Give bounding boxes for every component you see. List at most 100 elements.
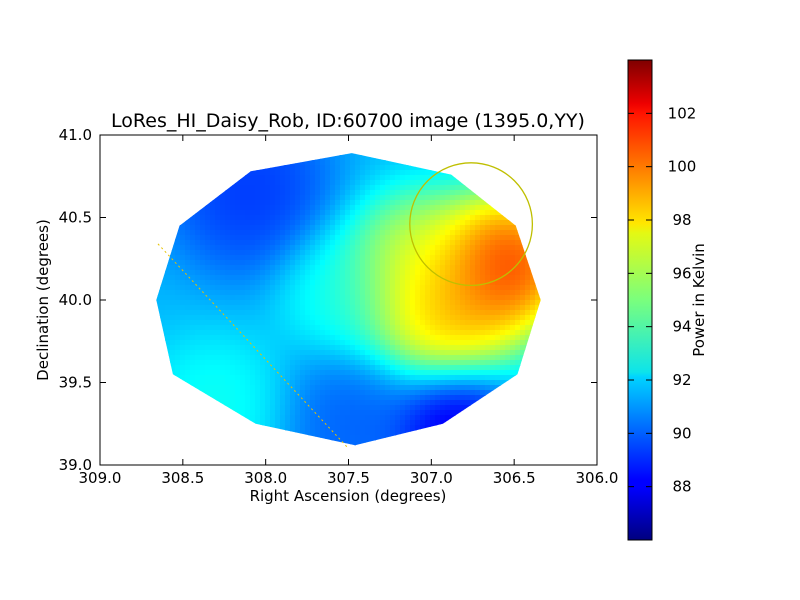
heatmap-cell [170, 200, 176, 206]
heatmap-cell [405, 280, 411, 286]
heatmap-cell [210, 160, 216, 166]
heatmap-cell [400, 340, 406, 346]
heatmap-cell [120, 315, 126, 321]
heatmap-cell [460, 380, 466, 386]
heatmap-cell [290, 305, 296, 311]
heatmap-cell [175, 200, 181, 206]
heatmap-cell [420, 365, 426, 371]
heatmap-cell [445, 410, 451, 416]
heatmap-cell [220, 420, 226, 426]
heatmap-cell [330, 185, 336, 191]
heatmap-cell [280, 450, 286, 456]
heatmap-cell [220, 390, 226, 396]
heatmap-cell [195, 230, 201, 236]
heatmap-cell [135, 430, 141, 436]
heatmap-cell [120, 375, 126, 381]
heatmap-cell [385, 175, 391, 181]
heatmap-cell [390, 250, 396, 256]
heatmap-cell [100, 375, 106, 381]
heatmap-cell [295, 345, 301, 351]
heatmap-cell [195, 420, 201, 426]
heatmap-cell [140, 145, 146, 151]
heatmap-cell [340, 153, 346, 156]
heatmap-cell [455, 330, 461, 336]
heatmap-cell [410, 380, 416, 386]
heatmap-cell [195, 330, 201, 336]
heatmap-cell [410, 160, 416, 166]
heatmap-cell [220, 235, 226, 241]
heatmap-cell [115, 215, 121, 221]
heatmap-cell [260, 420, 266, 426]
heatmap-cell [325, 455, 331, 461]
heatmap-cell [275, 215, 281, 221]
heatmap-cell [220, 255, 226, 261]
heatmap-cell [156, 335, 161, 341]
heatmap-cell [360, 215, 366, 221]
heatmap-cell [156, 195, 161, 201]
heatmap-cell [150, 275, 156, 281]
heatmap-cell [200, 265, 206, 271]
heatmap-cell [470, 380, 476, 386]
heatmap-cell [156, 165, 161, 171]
heatmap-cell [290, 190, 296, 196]
heatmap-cell [335, 320, 341, 326]
heatmap-cell [140, 215, 146, 221]
heatmap-cell [450, 175, 456, 181]
heatmap-cell [440, 140, 446, 146]
heatmap-cell [295, 455, 301, 461]
heatmap-cell [450, 135, 456, 141]
heatmap-cell [110, 310, 116, 316]
heatmap-cell [105, 180, 111, 186]
heatmap-cell [160, 230, 166, 236]
heatmap-cell [135, 375, 141, 381]
heatmap-cell [360, 395, 366, 401]
heatmap-cell [135, 340, 141, 346]
heatmap-cell [400, 140, 406, 146]
heatmap-cell [165, 370, 171, 376]
heatmap-cell [160, 400, 166, 406]
heatmap-cell [425, 310, 431, 316]
heatmap-cell [450, 330, 456, 336]
heatmap-cell [165, 310, 171, 316]
heatmap-cell [400, 365, 406, 371]
heatmap-cell [185, 300, 191, 306]
heatmap-cell [245, 350, 251, 356]
heatmap-cell [230, 270, 236, 276]
heatmap-cell [145, 240, 151, 246]
heatmap-cell [140, 455, 146, 461]
heatmap-cell [440, 455, 446, 461]
heatmap-cell [475, 220, 481, 226]
heatmap-cell [295, 370, 301, 376]
heatmap-cell [390, 410, 396, 416]
heatmap-cell [220, 380, 226, 386]
heatmap-cell [210, 245, 216, 251]
heatmap-cell [400, 390, 406, 396]
heatmap-cell [140, 445, 146, 451]
heatmap-cell [360, 290, 366, 296]
heatmap-cell [170, 220, 176, 226]
heatmap-cell [140, 370, 146, 376]
heatmap-cell [265, 230, 271, 236]
heatmap-cell [125, 275, 131, 281]
heatmap-cell [470, 140, 476, 146]
heatmap-cell [190, 380, 196, 386]
heatmap-cell [215, 215, 221, 221]
heatmap-cell [250, 270, 256, 276]
heatmap-cell [270, 430, 276, 436]
heatmap-cell [415, 400, 421, 406]
heatmap-cell [230, 225, 236, 231]
heatmap-cell [156, 365, 161, 371]
heatmap-cell [455, 235, 461, 241]
heatmap-cell [315, 390, 321, 396]
heatmap-cell [245, 195, 251, 201]
heatmap-cell [390, 385, 396, 391]
heatmap-cell [325, 360, 331, 366]
heatmap-cell [110, 365, 116, 371]
heatmap-cell [380, 325, 386, 331]
heatmap-cell [135, 195, 141, 201]
heatmap-cell [445, 395, 451, 401]
heatmap-cell [245, 135, 251, 141]
heatmap-cell [445, 450, 451, 456]
heatmap-cell [400, 250, 406, 256]
heatmap-cell [180, 190, 186, 196]
